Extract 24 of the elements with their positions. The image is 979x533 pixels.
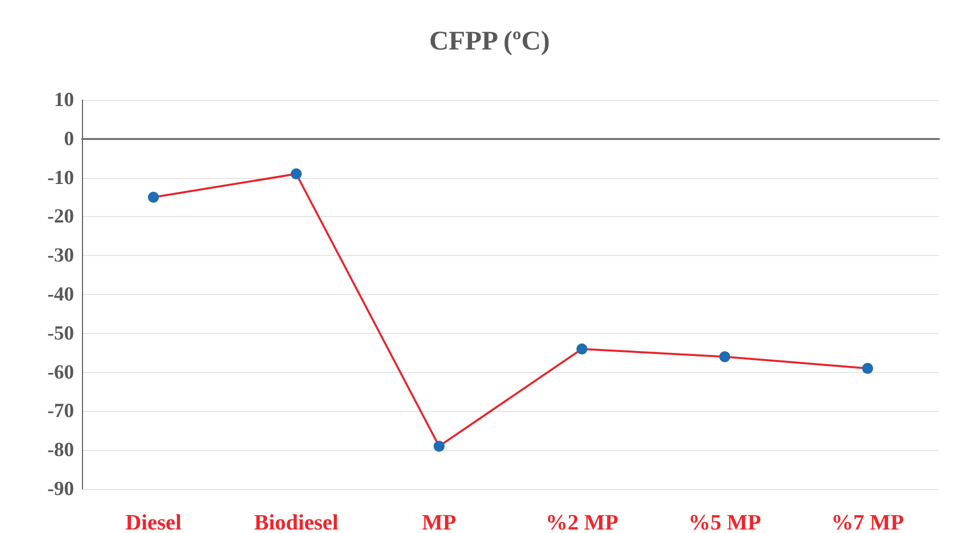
x-tick-label: Biodiesel — [254, 510, 338, 533]
x-tick-label: MP — [422, 510, 456, 533]
y-tick-label: -70 — [47, 400, 74, 422]
y-tick-label: -40 — [47, 284, 74, 306]
y-tick-label: -60 — [47, 361, 74, 384]
y-tick-label: -10 — [47, 166, 74, 189]
y-tick-label: 0 — [64, 128, 74, 150]
x-tick-label: %7 MP — [831, 510, 904, 533]
point — [719, 351, 730, 362]
point — [290, 168, 302, 180]
y-tick-label: -20 — [47, 206, 74, 228]
chart-title: CFPP (ºC) — [429, 26, 550, 56]
x-tick-label: Diesel — [125, 510, 182, 533]
point — [434, 440, 445, 452]
point — [148, 192, 159, 203]
x-tick-label: %2 MP — [546, 510, 618, 533]
y-tick-label: -90 — [47, 478, 74, 500]
y-tick-label: -30 — [47, 244, 74, 267]
x-tick-label: %5 MP — [688, 510, 762, 533]
y-tick-label: -50 — [47, 322, 74, 344]
y-tick-label: -80 — [47, 439, 74, 462]
point — [862, 362, 874, 374]
point — [576, 343, 588, 354]
y-tick-label: 10 — [54, 89, 74, 111]
